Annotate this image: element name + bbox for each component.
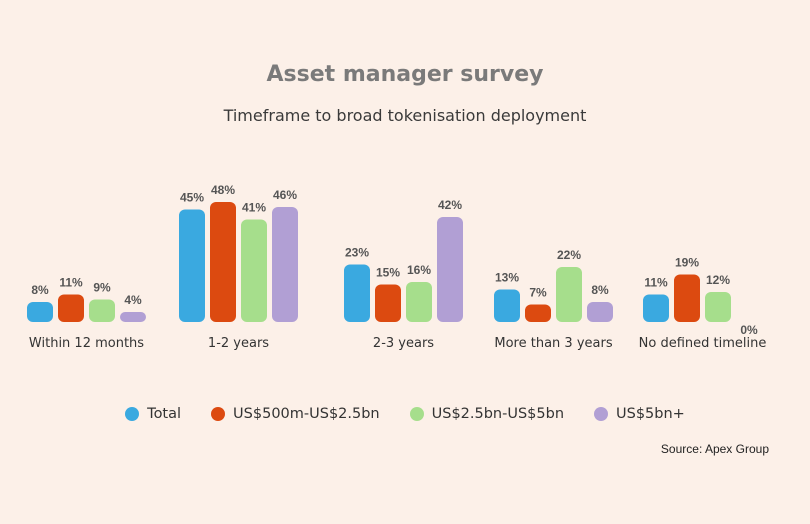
bar-within-12-months-us-2-5bn-us-5bn (89, 299, 115, 322)
legend-label-total: Total (147, 406, 182, 422)
bar-2-3-years-us-5bn (437, 217, 463, 322)
value-label-within-12-months-us-5bn: 4% (124, 293, 142, 307)
category-label-within-12-months: Within 12 months (29, 336, 144, 351)
value-label-no-defined-timeline-total: 11% (644, 276, 668, 290)
bar-2-3-years-total (344, 264, 370, 322)
legend-dot-total (125, 407, 140, 421)
legend: Total US$500m-US$2.5bn US$2.5bn-US$5bn U… (0, 406, 810, 422)
value-label-no-defined-timeline-us-5bn: 0% (740, 323, 758, 337)
value-label-2-3-years-us-500m-us-2-5bn: 15% (376, 266, 400, 280)
value-label-1-2-years-us-2-5bn-us-5bn: 41% (242, 201, 266, 215)
value-label-1-2-years-total: 45% (180, 191, 204, 205)
legend-label-500m-2-5bn: US$500m-US$2.5bn (233, 406, 380, 422)
legend-item-2-5bn-5bn: US$2.5bn-US$5bn (409, 406, 565, 422)
value-label-more-than-3-years-us-5bn: 8% (591, 283, 609, 297)
category-label-more-than-3-years: More than 3 years (494, 336, 612, 351)
bar-within-12-months-us-500m-us-2-5bn (58, 294, 84, 322)
bar-within-12-months-us-5bn (120, 312, 146, 322)
bar-within-12-months-total (27, 302, 53, 322)
bar-chart: Within 12 months 1-2 years 2-3 years More t… (27, 183, 767, 351)
chart-subtitle: Timeframe to broad tokenisation deployme… (223, 106, 587, 125)
category-label-2-3-years: 2-3 years (373, 336, 434, 351)
legend-label-2-5bn-5bn: US$2.5bn-US$5bn (431, 406, 565, 422)
chart-title: Asset manager survey (266, 62, 544, 87)
legend-item-total: Total (125, 406, 181, 422)
legend-item-500m-2-5bn: US$500m-US$2.5bn (211, 406, 380, 422)
bar-more-than-3-years-us-2-5bn-us-5bn (556, 267, 582, 322)
bar-1-2-years-total (179, 209, 205, 322)
value-label-more-than-3-years-us-2-5bn-us-5bn: 22% (557, 248, 581, 262)
bar-no-defined-timeline-us-500m-us-2-5bn (674, 274, 700, 322)
legend-dot-2-5bn-5bn (409, 407, 424, 421)
bar-more-than-3-years-total (494, 289, 520, 322)
bar-1-2-years-us-5bn (272, 207, 298, 322)
category-label-no-defined-timeline: No defined timeline (639, 336, 767, 351)
value-label-1-2-years-us-5bn: 46% (273, 188, 297, 202)
value-label-2-3-years-total: 23% (345, 246, 369, 260)
value-label-2-3-years-us-5bn: 42% (438, 198, 462, 212)
legend-dot-5bn-plus (594, 407, 609, 421)
value-label-within-12-months-us-500m-us-2-5bn: 11% (59, 276, 83, 290)
legend-label-5bn-plus: US$5bn+ (616, 406, 685, 422)
value-label-2-3-years-us-2-5bn-us-5bn: 16% (407, 263, 431, 277)
category-label-1-2-years: 1-2 years (208, 336, 269, 351)
source-note: Source: Apex Group (660, 442, 769, 456)
bar-no-defined-timeline-us-2-5bn-us-5bn (705, 292, 731, 322)
value-label-no-defined-timeline-us-2-5bn-us-5bn: 12% (706, 273, 730, 287)
bar-no-defined-timeline-total (643, 294, 669, 322)
legend-item-5bn-plus: US$5bn+ (594, 406, 685, 422)
bar-2-3-years-us-500m-us-2-5bn (375, 284, 401, 322)
bar-more-than-3-years-us-500m-us-2-5bn (525, 304, 551, 322)
value-label-within-12-months-total: 8% (31, 283, 49, 297)
value-label-1-2-years-us-500m-us-2-5bn: 48% (211, 183, 235, 197)
value-label-more-than-3-years-total: 13% (495, 271, 519, 285)
bar-more-than-3-years-us-5bn (587, 302, 613, 322)
bar-1-2-years-us-500m-us-2-5bn (210, 202, 236, 322)
legend-dot-500m-2-5bn (211, 407, 226, 421)
bar-2-3-years-us-2-5bn-us-5bn (406, 282, 432, 322)
value-label-more-than-3-years-us-500m-us-2-5bn: 7% (529, 286, 547, 300)
bar-1-2-years-us-2-5bn-us-5bn (241, 219, 267, 322)
value-label-within-12-months-us-2-5bn-us-5bn: 9% (93, 281, 111, 295)
value-label-no-defined-timeline-us-500m-us-2-5bn: 19% (675, 256, 699, 270)
